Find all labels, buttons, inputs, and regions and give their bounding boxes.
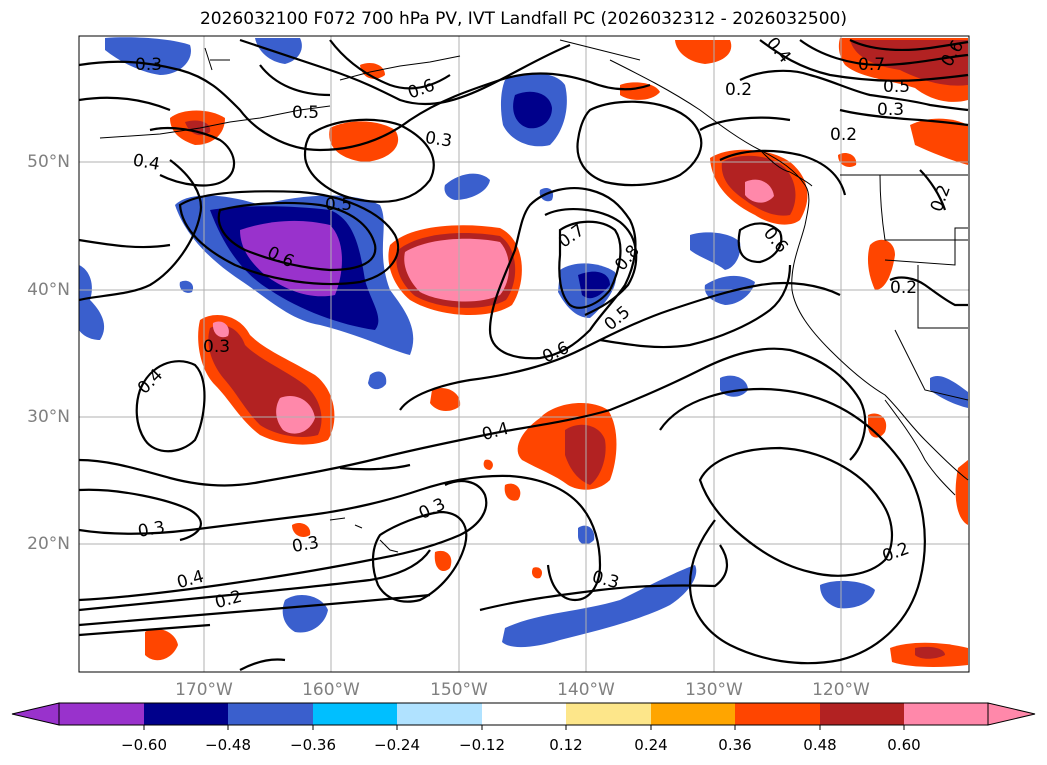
contour-label: 0.3 — [290, 533, 320, 557]
contour-label: 0.4 — [480, 419, 511, 445]
colorbar-tick: 0.60 — [887, 736, 921, 754]
contour-label: 0.7 — [858, 55, 885, 75]
colorbar-segment — [59, 703, 144, 725]
contour-label: 0.6 — [539, 338, 572, 368]
colorbar — [11, 702, 1036, 730]
contour-label: 0.6 — [405, 75, 437, 103]
lat-label-20n: 20°N — [27, 534, 70, 554]
gridlines — [79, 36, 969, 672]
plot-frame — [78, 35, 970, 673]
contour-label: 0.2 — [927, 182, 955, 214]
colorbar-tick: 0.36 — [718, 736, 752, 754]
contour-label: 0.2 — [725, 80, 752, 100]
colorbar-segment — [313, 703, 397, 725]
contour-label: 0.3 — [135, 55, 162, 75]
colorbar-under-arrow — [11, 702, 60, 726]
contour-label: 0.5 — [601, 302, 635, 335]
contour-label: 0.4 — [131, 151, 161, 175]
colorbar-segment — [566, 703, 651, 725]
colorbar-segment — [144, 703, 228, 725]
colorbar-segment — [820, 703, 904, 725]
colorbar-tick: 0.24 — [634, 736, 668, 754]
contour-label: 0.3 — [416, 494, 449, 524]
lon-label-120w: 120°W — [812, 680, 870, 700]
colorbar-segment — [904, 703, 988, 725]
pv-shading — [79, 37, 968, 667]
lon-label-160w: 160°W — [302, 680, 360, 700]
colorbar-segment — [228, 703, 313, 725]
colorbar-tick: −0.12 — [459, 736, 505, 754]
contour-label: 0.4 — [175, 567, 206, 593]
colorbar-tick: −0.36 — [290, 736, 336, 754]
colorbar-tick: −0.60 — [121, 736, 167, 754]
coastlines — [99, 39, 969, 553]
map-title: 2026032100 F072 700 hPa PV, IVT Landfall… — [199, 9, 847, 29]
contour-label: 0.3 — [136, 518, 166, 542]
contour-label: 0.4 — [762, 34, 795, 68]
colorbar-tick: 0.48 — [803, 736, 837, 754]
colorbar-segment — [735, 703, 820, 725]
colorbar-tick: 0.12 — [549, 736, 583, 754]
lat-label-40n: 40°N — [27, 280, 70, 300]
contour-label: 0.2 — [213, 587, 244, 613]
lon-label-140w: 140°W — [557, 680, 615, 700]
contour-label: 0.2 — [880, 539, 912, 567]
colorbar-tick: −0.24 — [374, 736, 420, 754]
contour-label: 0.6 — [759, 224, 792, 258]
contour-label: 0.2 — [830, 125, 857, 145]
contour-label: 0.2 — [890, 278, 917, 298]
pv-contours — [79, 38, 969, 671]
contour-label: 0.3 — [877, 100, 904, 120]
lat-label-30n: 30°N — [27, 407, 70, 427]
lon-label-150w: 150°W — [430, 680, 488, 700]
lon-label-130w: 130°W — [685, 680, 743, 700]
contour-label: 0.5 — [883, 77, 910, 97]
lon-label-170w: 170°W — [175, 680, 233, 700]
colorbar-over-arrow — [987, 702, 1036, 726]
contour-label: 0.5 — [292, 103, 319, 123]
contour-label: 0.8 — [611, 241, 644, 275]
colorbar-segment — [651, 703, 735, 725]
colorbar-tick: −0.48 — [205, 736, 251, 754]
colorbar-segment — [397, 703, 482, 725]
contour-label: 0.5 — [325, 195, 352, 215]
colorbar-segment — [482, 703, 566, 725]
contour-label: 0.3 — [203, 337, 230, 357]
contour-label: 0.3 — [424, 128, 454, 152]
lat-label-50n: 50°N — [27, 152, 70, 172]
